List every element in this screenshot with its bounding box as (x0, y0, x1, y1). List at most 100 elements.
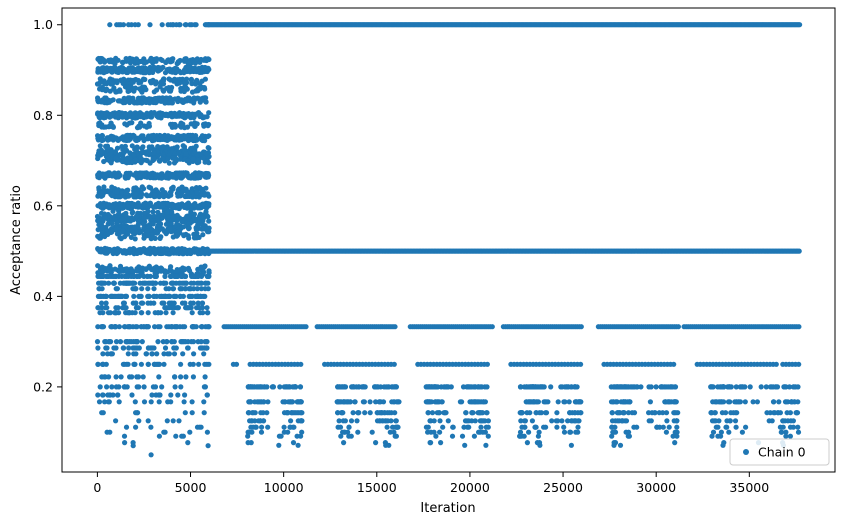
data-point (476, 429, 482, 435)
data-point (131, 293, 137, 299)
data-point (140, 221, 146, 227)
data-point (136, 418, 142, 424)
data-point (138, 66, 144, 72)
data-point (189, 410, 195, 416)
data-point (145, 208, 151, 214)
data-point (433, 433, 439, 439)
data-point (108, 66, 114, 73)
data-point (297, 384, 304, 390)
data-point (428, 418, 434, 424)
data-point (191, 202, 198, 208)
data-point (162, 273, 168, 279)
data-point (96, 55, 102, 62)
data-point (445, 418, 451, 424)
data-point (194, 424, 201, 430)
data-point (165, 133, 171, 139)
data-point (96, 134, 102, 140)
data-point (165, 156, 171, 162)
data-point (182, 57, 188, 63)
data-point (170, 214, 176, 221)
data-point (168, 392, 174, 398)
data-point (523, 384, 530, 390)
data-point (171, 345, 177, 351)
data-point (391, 361, 397, 367)
data-point (186, 225, 192, 231)
data-point (167, 100, 173, 106)
data-point (374, 418, 381, 424)
data-point (97, 120, 103, 126)
data-point (383, 442, 389, 448)
data-point (437, 429, 443, 435)
data-point (472, 418, 478, 424)
data-point (440, 424, 446, 430)
data-point (483, 424, 489, 430)
data-point (384, 424, 390, 430)
data-point (170, 22, 176, 28)
data-point (181, 187, 187, 193)
data-point (355, 429, 361, 435)
data-point (278, 433, 284, 439)
data-point (156, 158, 163, 164)
data-point (176, 58, 183, 64)
data-point (537, 384, 544, 390)
data-point (169, 305, 175, 311)
data-point (342, 418, 348, 424)
data-point (196, 215, 202, 221)
data-point (99, 300, 105, 306)
data-point (139, 184, 145, 190)
data-point (115, 392, 121, 398)
data-point (361, 399, 367, 405)
data-point (97, 79, 103, 85)
data-point (288, 418, 294, 424)
data-point (186, 60, 192, 66)
data-point (194, 189, 200, 196)
data-point (151, 300, 157, 306)
data-point (348, 418, 355, 424)
data-point (152, 246, 158, 252)
data-point (367, 410, 373, 416)
data-point (129, 159, 135, 166)
data-point (150, 345, 156, 351)
data-point (134, 100, 140, 106)
data-point (168, 192, 174, 198)
data-point (193, 227, 199, 233)
data-point (578, 324, 584, 330)
data-point (200, 310, 206, 316)
data-point (157, 392, 163, 398)
data-point (186, 175, 192, 181)
data-point (202, 286, 208, 292)
data-point (136, 202, 142, 208)
data-point (199, 84, 205, 90)
data-point (290, 440, 297, 446)
data-point (177, 267, 183, 273)
data-point (98, 204, 104, 210)
data-point (270, 384, 276, 390)
data-point (164, 201, 170, 207)
data-point (115, 194, 121, 200)
data-point (172, 384, 178, 390)
data-point (163, 112, 169, 118)
data-point (202, 374, 208, 380)
data-point (145, 293, 151, 299)
data-point (155, 310, 161, 316)
data-point (147, 69, 153, 75)
data-point (176, 22, 182, 28)
data-point (187, 249, 193, 255)
data-point (157, 65, 163, 71)
data-point (203, 345, 209, 351)
data-point (190, 156, 196, 162)
data-point (460, 384, 467, 390)
data-point (360, 384, 366, 390)
data-point (134, 145, 140, 151)
data-point (248, 424, 254, 430)
data-point (190, 137, 197, 143)
data-point (117, 201, 123, 207)
data-point (164, 418, 170, 424)
data-point (124, 132, 130, 138)
data-point (198, 293, 204, 299)
data-point (109, 215, 115, 221)
data-point (181, 339, 187, 345)
data-point (102, 95, 108, 101)
data-point (130, 209, 136, 215)
data-point (160, 247, 166, 253)
